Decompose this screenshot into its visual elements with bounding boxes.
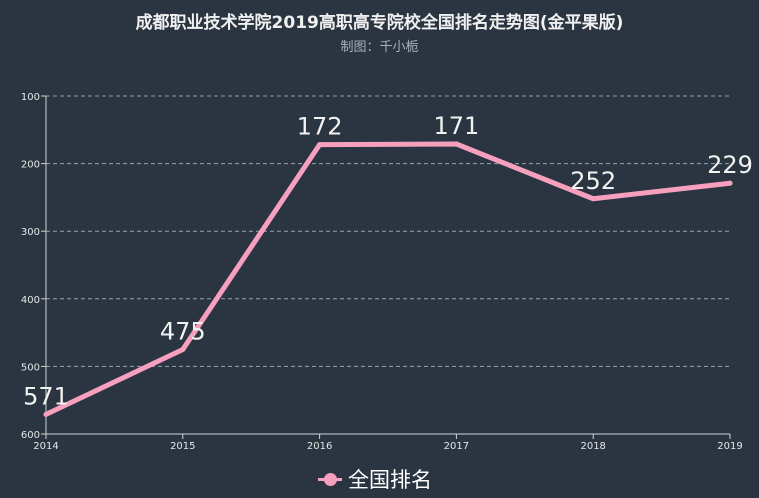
data-point: [43, 411, 49, 417]
data-label: 172: [297, 113, 343, 141]
legend[interactable]: 全国排名: [318, 464, 432, 494]
y-tick-label: 500: [21, 362, 40, 373]
series-line: [43, 141, 733, 417]
data-point: [180, 347, 186, 352]
series-group: [43, 141, 733, 417]
x-tick-label: 2017: [444, 441, 469, 452]
x-axis-ticks: 2014 2015 2016 2017 2018 2019: [33, 434, 743, 452]
x-tick-label: 2015: [170, 441, 195, 452]
chart-title: 成都职业技术学院2019高职高专院校全国排名走势图(金平果版): [135, 13, 624, 33]
axes: [45, 96, 730, 435]
x-tick-label: 2016: [307, 441, 332, 452]
x-tick-label: 2018: [580, 441, 605, 452]
x-tick-label: 2019: [717, 441, 742, 452]
data-label: 475: [160, 318, 206, 346]
gridlines: [46, 95, 730, 367]
data-label: 252: [570, 167, 616, 195]
data-point: [727, 180, 733, 186]
data-label: 171: [433, 112, 479, 140]
data-point: [453, 141, 459, 147]
data-point: [317, 142, 323, 148]
legend-label: 全国排名: [348, 468, 432, 492]
data-point: [590, 196, 596, 202]
y-tick-label: 300: [21, 227, 40, 238]
data-labels: 571 475 172 171 252 229: [23, 112, 753, 410]
y-tick-label: 600: [21, 430, 40, 441]
y-axis-ticks: 100 200 300 400 500 600: [21, 92, 46, 441]
data-label: 571: [23, 382, 69, 410]
y-tick-label: 400: [21, 295, 40, 306]
legend-line-icon: [318, 472, 342, 486]
chart-subtitle: 制图：千小栀: [340, 40, 419, 55]
x-tick-label: 2014: [33, 441, 58, 452]
y-tick-label: 100: [21, 92, 40, 103]
data-label: 229: [707, 151, 753, 179]
y-tick-label: 200: [21, 160, 40, 171]
